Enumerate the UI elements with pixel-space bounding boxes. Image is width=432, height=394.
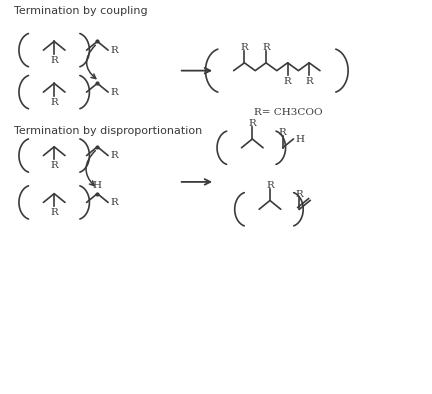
- Text: R: R: [279, 128, 286, 137]
- Text: R= CH3COO: R= CH3COO: [254, 108, 323, 117]
- Text: R: R: [110, 198, 118, 207]
- Text: R: R: [266, 181, 274, 190]
- Text: R: R: [50, 208, 58, 217]
- Text: H: H: [295, 135, 305, 144]
- Text: Termination by disproportionation: Termination by disproportionation: [14, 126, 202, 136]
- Text: R: R: [110, 46, 118, 55]
- Text: H: H: [92, 181, 102, 190]
- Text: R: R: [305, 77, 313, 86]
- Text: R: R: [50, 98, 58, 107]
- Text: R: R: [248, 119, 256, 128]
- Text: R: R: [262, 43, 270, 52]
- Text: Termination by coupling: Termination by coupling: [14, 6, 148, 16]
- Text: R: R: [241, 43, 248, 52]
- Text: R: R: [110, 151, 118, 160]
- Text: R: R: [110, 88, 118, 97]
- Text: R: R: [295, 190, 303, 199]
- Text: R: R: [284, 77, 292, 86]
- Text: R: R: [50, 161, 58, 170]
- Text: R: R: [50, 56, 58, 65]
